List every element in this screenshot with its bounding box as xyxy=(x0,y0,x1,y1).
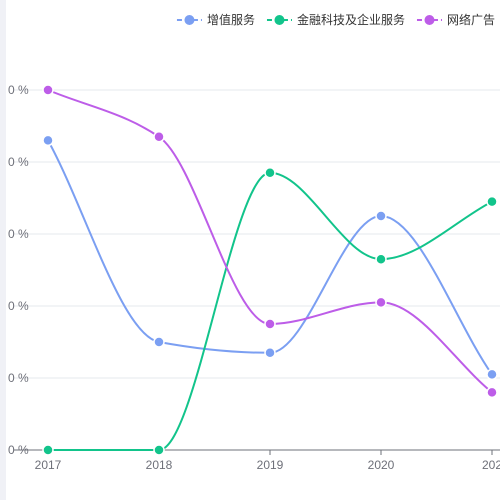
data-point[interactable] xyxy=(264,167,276,179)
data-point[interactable] xyxy=(264,318,276,330)
y-tick-label: 0 % xyxy=(8,227,29,241)
y-tick-label: 0 % xyxy=(8,299,29,313)
legend-label: 金融科技及企业服务 xyxy=(297,12,405,27)
series-points xyxy=(42,84,498,456)
series-line-1 xyxy=(47,171,493,452)
y-tick-label: 0 % xyxy=(8,83,29,97)
y-axis-labels: 0 % 0 % 0 % 0 % 0 % 0 % xyxy=(8,83,29,457)
legend-label: 网络广告 xyxy=(447,12,495,27)
data-point[interactable] xyxy=(153,444,165,456)
series-line-2 xyxy=(47,89,493,394)
data-point[interactable] xyxy=(375,253,387,265)
data-point[interactable] xyxy=(486,195,498,208)
data-point[interactable] xyxy=(375,296,387,309)
legend-item-2[interactable]: 网络广告 xyxy=(416,12,495,27)
x-tick-label: 202 xyxy=(482,458,500,472)
legend-dot-icon xyxy=(274,15,285,25)
legend[interactable]: 增值服务 金融科技及企业服务 网络广告 xyxy=(176,12,495,27)
x-tick-label: 2017 xyxy=(35,458,62,472)
data-point[interactable] xyxy=(486,368,498,381)
x-axis-labels: 2017 2018 2019 2020 202 xyxy=(35,458,500,472)
legend-item-0[interactable]: 增值服务 xyxy=(176,12,255,27)
data-point[interactable] xyxy=(264,347,276,359)
legend-dot-icon xyxy=(424,15,435,25)
gridlines xyxy=(14,89,500,379)
data-point[interactable] xyxy=(486,386,498,399)
data-point[interactable] xyxy=(375,210,387,222)
x-tick-label: 2020 xyxy=(368,458,395,472)
data-point[interactable] xyxy=(42,84,54,96)
series-lines xyxy=(47,89,493,452)
y-tick-label: 0 % xyxy=(8,155,29,169)
data-point[interactable] xyxy=(42,444,54,456)
legend-item-1[interactable]: 金融科技及企业服务 xyxy=(266,12,405,27)
data-point[interactable] xyxy=(153,336,165,348)
data-point[interactable] xyxy=(153,131,165,143)
legend-dot-icon xyxy=(184,15,195,25)
x-tick-label: 2018 xyxy=(146,458,173,472)
x-tick-label: 2019 xyxy=(257,458,284,472)
data-point[interactable] xyxy=(42,134,54,147)
legend-label: 增值服务 xyxy=(207,12,255,27)
left-panel-edge xyxy=(0,0,6,500)
y-tick-label: 0 % xyxy=(8,371,29,385)
y-tick-label: 0 % xyxy=(8,443,29,457)
